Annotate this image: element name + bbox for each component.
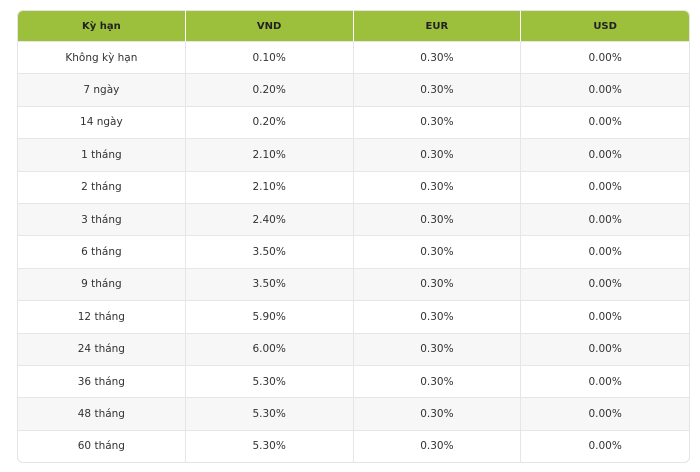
header-row: Kỳ hạn VND EUR USD [18, 11, 689, 41]
table-cell: 0.00% [521, 105, 689, 138]
header-cell: EUR [353, 11, 522, 41]
table-cell: 0.30% [353, 429, 522, 463]
header-cell: VND [185, 11, 354, 41]
table-cell: 5.30% [185, 429, 354, 463]
table-cell: 5.90% [185, 300, 354, 333]
rate-table-container: Kỳ hạn VND EUR USD Không kỳ hạn 0.10% 0.30% 0.… [17, 10, 690, 464]
table-cell: 2.10% [185, 138, 354, 171]
table-cell: 0.20% [185, 105, 354, 139]
table-row: 7 ngày 0.20% 0.30% 0.00% [18, 73, 689, 106]
table-cell: 0.00% [521, 397, 689, 430]
table-cell: 0.00% [521, 73, 689, 106]
rate-table: Kỳ hạn VND EUR USD Không kỳ hạn 0.10% 0.30% 0.… [17, 10, 690, 464]
table-cell: 7 ngày [18, 73, 186, 106]
header-cell: Kỳ hạn [18, 11, 186, 41]
table-cell: 0.00% [521, 429, 689, 462]
table-cell: 0.30% [353, 300, 522, 333]
table-cell: 0.30% [353, 332, 522, 365]
table-row: 3 tháng 2.40% 0.30% 0.00% [18, 202, 689, 236]
header-cell: USD [521, 11, 689, 41]
table-cell: 2 tháng [18, 170, 186, 203]
table-cell: 0.30% [353, 364, 522, 398]
table-cell: 0.00% [521, 235, 689, 267]
table-cell: 0.30% [353, 41, 522, 74]
table-cell: 0.30% [353, 170, 522, 203]
table-cell: 0.10% [185, 41, 354, 74]
table-row: 12 tháng 5.90% 0.30% 0.00% [18, 300, 689, 333]
table-cell: 24 tháng [18, 332, 186, 365]
table-row: 2 tháng 2.10% 0.30% 0.00% [18, 170, 689, 203]
table-cell: 2.10% [185, 170, 354, 203]
table-cell: 5.30% [185, 364, 354, 398]
table-cell: 3.50% [185, 235, 354, 268]
table-row: 48 tháng 5.30% 0.30% 0.00% [18, 397, 689, 430]
table-cell: 0.30% [353, 397, 522, 430]
table-cell: 0.00% [521, 41, 689, 73]
table-cell: 14 ngày [18, 105, 186, 139]
table-body: Không kỳ hạn 0.10% 0.30% 0.00% 7 ngày 0.20% 0.… [18, 41, 689, 463]
table-cell: 0.00% [521, 364, 689, 397]
table-cell: 0.00% [521, 138, 689, 171]
table-cell: 6.00% [185, 332, 354, 365]
table-cell: 0.30% [353, 267, 522, 301]
table-cell: Không kỳ hạn [18, 41, 186, 74]
table-cell: 48 tháng [18, 397, 186, 430]
table-row: 24 tháng 6.00% 0.30% 0.00% [18, 332, 689, 365]
table-cell: 5.30% [185, 397, 354, 430]
table-cell: 6 tháng [18, 235, 186, 268]
table-cell: 0.30% [353, 138, 522, 171]
table-cell: 60 tháng [18, 429, 186, 463]
table-cell: 0.00% [521, 202, 689, 236]
table-row: 1 tháng 2.10% 0.30% 0.00% [18, 138, 689, 171]
table-cell: 1 tháng [18, 138, 186, 171]
table-cell: 36 tháng [18, 364, 186, 398]
table-row: Không kỳ hạn 0.10% 0.30% 0.00% [18, 41, 689, 74]
table-cell: 3 tháng [18, 202, 186, 236]
table-row: 36 tháng 5.30% 0.30% 0.00% [18, 364, 689, 398]
table-cell: 12 tháng [18, 300, 186, 333]
table-cell: 0.00% [521, 332, 689, 365]
table-cell: 0.30% [353, 105, 522, 139]
table-cell: 0.20% [185, 73, 354, 106]
table-cell: 0.30% [353, 235, 522, 268]
table-cell: 0.30% [353, 202, 522, 236]
table-row: 6 tháng 3.50% 0.30% 0.00% [18, 235, 689, 268]
table-cell: 2.40% [185, 202, 354, 236]
table-cell: 0.00% [521, 170, 689, 203]
table-row: 60 tháng 5.30% 0.30% 0.00% [18, 429, 689, 463]
table-cell: 0.30% [353, 73, 522, 106]
table-cell: 0.00% [521, 267, 689, 301]
table-row: 14 ngày 0.20% 0.30% 0.00% [18, 105, 689, 139]
table-cell: 0.00% [521, 300, 689, 332]
table-cell: 9 tháng [18, 267, 186, 301]
table-row: 9 tháng 3.50% 0.30% 0.00% [18, 267, 689, 301]
table-cell: 3.50% [185, 267, 354, 301]
